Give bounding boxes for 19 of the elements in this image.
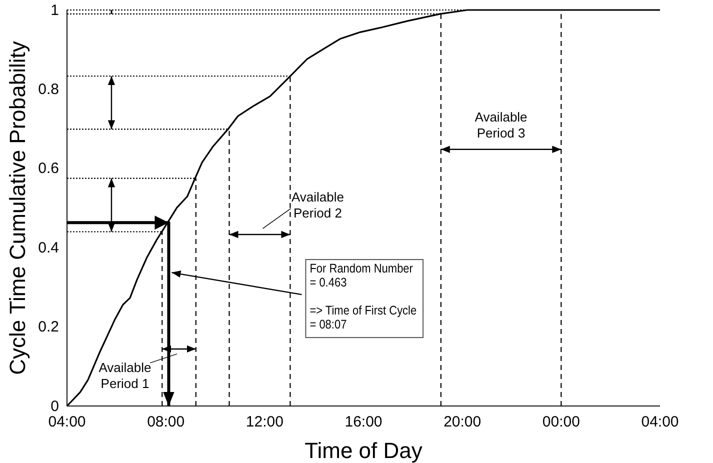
annotation: For Random Number = 0.463 => Time of First Cycle = 08:07: [310, 262, 418, 332]
annotation: Available Period 1: [98, 360, 152, 391]
x-tick-label: 00:00: [542, 414, 580, 431]
annotation: Available Period 2: [291, 190, 344, 221]
x-tick-label: 12:00: [246, 414, 284, 431]
x-tick-label: 20:00: [444, 414, 482, 431]
x-tick-label: 04:00: [48, 414, 86, 431]
y-tick-label: 0.6: [38, 160, 59, 178]
y-tick-label: 0.8: [38, 81, 59, 98]
y-tick-label: 0: [50, 398, 59, 415]
x-tick-label: 16:00: [344, 414, 382, 431]
x-axis-title: Time of Day: [304, 438, 422, 463]
y-tick-label: 0.2: [38, 318, 59, 336]
y-axis-title: Cycle Time Cumulative Probability: [5, 41, 30, 375]
y-tick-label: 1: [50, 2, 59, 19]
y-tick-label: 0.4: [38, 239, 59, 256]
annotation: Available Period 3: [474, 109, 528, 140]
x-tick-label: 08:00: [147, 414, 185, 431]
x-tick-label: 04:00: [641, 414, 679, 431]
